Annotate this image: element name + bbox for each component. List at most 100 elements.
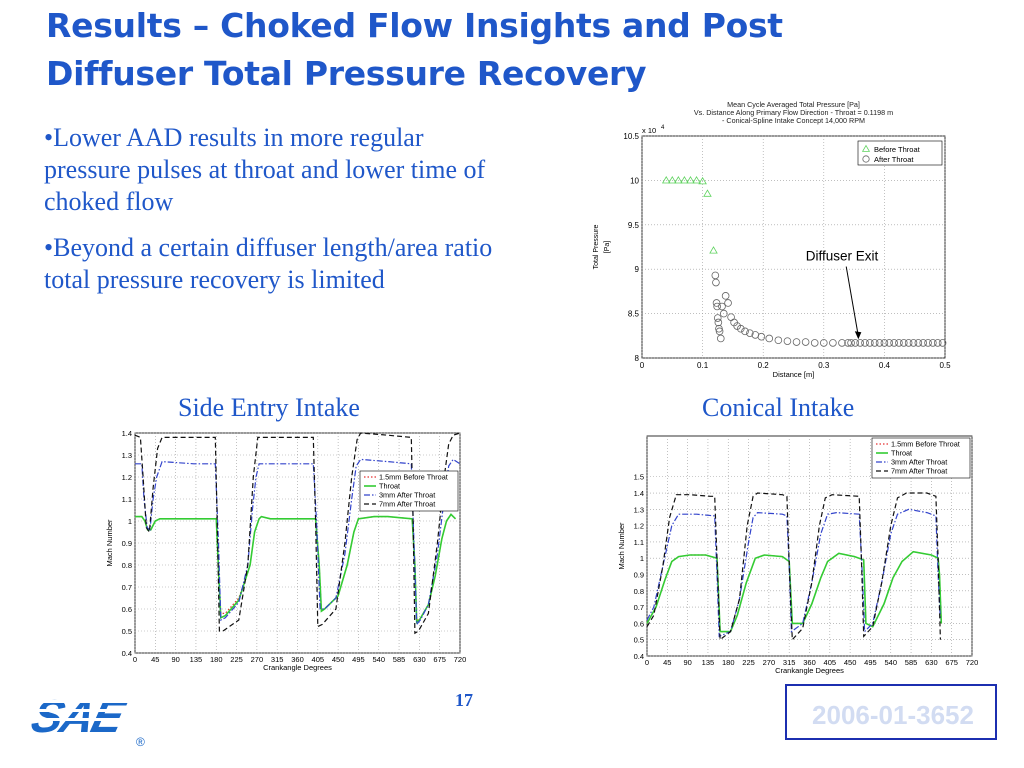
paper-id-box: 2006-01-3652: [785, 684, 997, 740]
legend-label: 3mm After Throat: [379, 491, 435, 500]
slide-title: Results – Choked Flow Insights and Post …: [46, 2, 1016, 98]
y-tick-label: 9: [635, 265, 640, 274]
bullet-list: •Lower AAD results in more regular press…: [44, 122, 504, 310]
x-axis-label: Distance [m]: [773, 370, 815, 379]
y-tick-label: 0.6: [122, 605, 132, 614]
data-point-before-throat: [674, 176, 683, 184]
y-tick-label: 0.5: [122, 627, 132, 636]
conical-intake-label: Conical Intake: [702, 393, 855, 422]
x-tick-label: 585: [393, 655, 406, 664]
page-number: 17: [455, 690, 473, 710]
legend-label: 7mm After Throat: [891, 467, 947, 476]
data-point-after-throat: [919, 339, 927, 347]
y-axis-label: Mach Number: [617, 522, 626, 570]
y-axis-label: Mach Number: [105, 519, 114, 567]
x-tick-label: 270: [763, 658, 776, 667]
data-point-after-throat: [721, 292, 730, 300]
x-tick-label: 540: [884, 658, 897, 667]
data-point-before-throat: [703, 189, 712, 197]
x-tick-label: 0.2: [758, 361, 770, 370]
y-tick-label: 1.1: [122, 495, 132, 504]
y-tick-label: 1.2: [122, 473, 132, 482]
data-point-after-throat: [875, 339, 884, 347]
data-point-after-throat: [851, 339, 860, 347]
data-point-after-throat: [746, 329, 754, 337]
y-tick-label: 0.9: [122, 539, 132, 548]
bullet-item: •Lower AAD results in more regular press…: [44, 123, 486, 216]
annotation-label: Diffuser Exit: [806, 248, 879, 263]
x-tick-label: 0: [640, 361, 645, 370]
x-tick-label: 0.4: [879, 361, 891, 370]
y-tick-label: 0.7: [634, 603, 644, 612]
y-tick-label: 0.6: [634, 619, 644, 628]
slide-title-line2: Diffuser Total Pressure Recovery: [46, 54, 647, 93]
data-point-after-throat: [829, 339, 837, 347]
series-line: [135, 513, 457, 624]
data-point-after-throat: [866, 339, 874, 347]
legend-box: [359, 470, 459, 512]
legend-label: 3mm After Throat: [891, 458, 947, 467]
data-point-after-throat: [909, 339, 918, 347]
y-axis-label: Total Pressure: [593, 225, 600, 270]
data-point-after-throat: [712, 299, 721, 307]
y-tick-label: 0.9: [634, 571, 644, 580]
legend-box: [871, 437, 971, 479]
x-tick-label: 0.5: [939, 361, 951, 370]
data-point-after-throat: [801, 338, 810, 346]
data-point-after-throat: [899, 339, 908, 347]
data-point-after-throat: [924, 339, 932, 347]
x-tick-label: 720: [454, 655, 467, 664]
series-line: [646, 492, 941, 642]
bullet-item: •Beyond a certain diffuser length/area r…: [44, 233, 493, 294]
x-tick-label: 675: [945, 658, 958, 667]
data-point-after-throat: [792, 338, 801, 346]
data-point-before-throat: [668, 176, 677, 184]
legend-label: 1.5mm Before Throat: [379, 473, 448, 482]
legend-label: After Throat: [874, 155, 914, 164]
x-tick-label: 180: [722, 658, 735, 667]
x-tick-label: 675: [433, 655, 446, 664]
slide-title-line1: Results – Choked Flow Insights and Post: [46, 6, 783, 45]
data-point-after-throat: [885, 339, 894, 347]
annotation-arrowhead: [854, 331, 862, 340]
data-point-after-throat: [856, 339, 864, 347]
data-point-after-throat: [715, 324, 723, 333]
x-axis-label: Crankangle Degrees: [775, 666, 844, 675]
data-point-after-throat: [929, 339, 937, 347]
y-axis-unit: [Pa]: [604, 241, 611, 254]
x-tick-label: 315: [271, 655, 284, 664]
data-point-after-throat: [870, 339, 879, 347]
data-point-after-throat: [713, 302, 721, 311]
data-point-after-throat: [714, 318, 723, 327]
data-point-after-throat: [890, 339, 898, 347]
y-tick-label: 1.3: [122, 451, 132, 460]
series-line: [134, 432, 461, 635]
y-tick-label: 1.3: [634, 505, 644, 514]
series-line: [135, 458, 461, 627]
data-point-before-throat: [692, 176, 701, 184]
x-tick-label: 0.3: [818, 361, 830, 370]
x-tick-label: 135: [190, 655, 203, 664]
x-tick-label: 225: [742, 658, 755, 667]
legend-label: Before Throat: [874, 145, 921, 154]
x-tick-label: 360: [803, 658, 816, 667]
y-tick-label: 0.8: [634, 587, 644, 596]
x-tick-label: 0.1: [697, 361, 709, 370]
y-multiplier-exponent: 4: [661, 125, 665, 131]
y-tick-label: 8.5: [628, 310, 640, 319]
legend-box: [857, 140, 943, 166]
y-tick-label: 1.4: [122, 429, 132, 438]
data-point-after-throat: [847, 339, 855, 347]
x-tick-label: 630: [413, 655, 426, 664]
side-entry-mach-chart: 0 45 90 135 180 225 270 315 360 405 450 495 540 585 63…: [105, 429, 467, 672]
data-point-after-throat: [774, 336, 783, 345]
x-tick-label: 90: [171, 655, 179, 664]
total-pressure-chart: Mean Cycle Averaged Total Pressure [Pa]V…: [593, 100, 951, 379]
x-tick-label: 0: [133, 655, 137, 664]
x-tick-label: 720: [966, 658, 979, 667]
x-tick-label: 630: [925, 658, 938, 667]
svg-text:SAE: SAE: [27, 691, 132, 742]
data-point-before-throat: [686, 176, 695, 184]
x-tick-label: 45: [151, 655, 159, 664]
data-point-after-throat: [895, 339, 903, 347]
